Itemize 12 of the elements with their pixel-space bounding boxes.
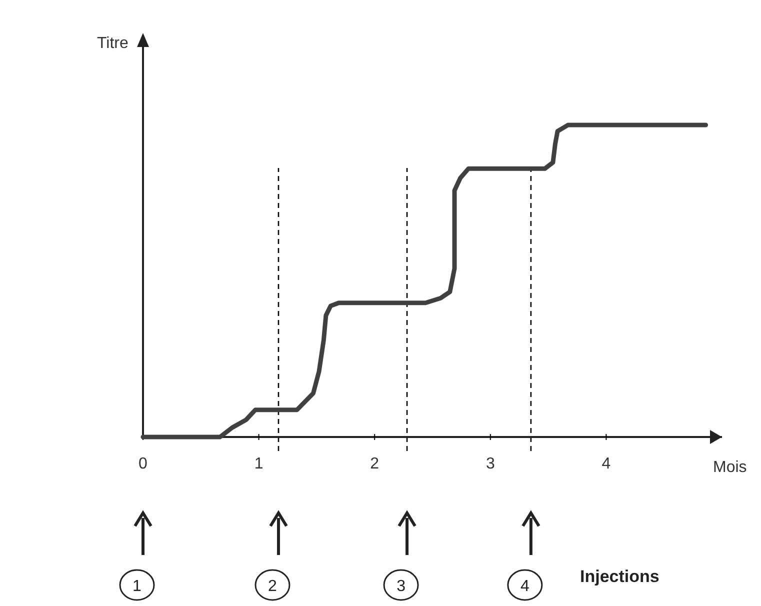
text: 1 (132, 578, 142, 595)
x-axis-title: Mois (713, 459, 747, 476)
text: 4 (520, 578, 530, 595)
x-tick-label: 2 (370, 455, 380, 472)
text: 3 (396, 578, 406, 595)
x-tick-label: 4 (602, 455, 611, 472)
text: 2 (268, 578, 278, 595)
x-tick-label: 3 (486, 455, 495, 472)
y-axis-title: Titre (97, 35, 129, 52)
x-tick-label: 0 (138, 455, 148, 472)
text: Injections (580, 567, 660, 586)
x-tick-label: 1 (254, 455, 264, 472)
